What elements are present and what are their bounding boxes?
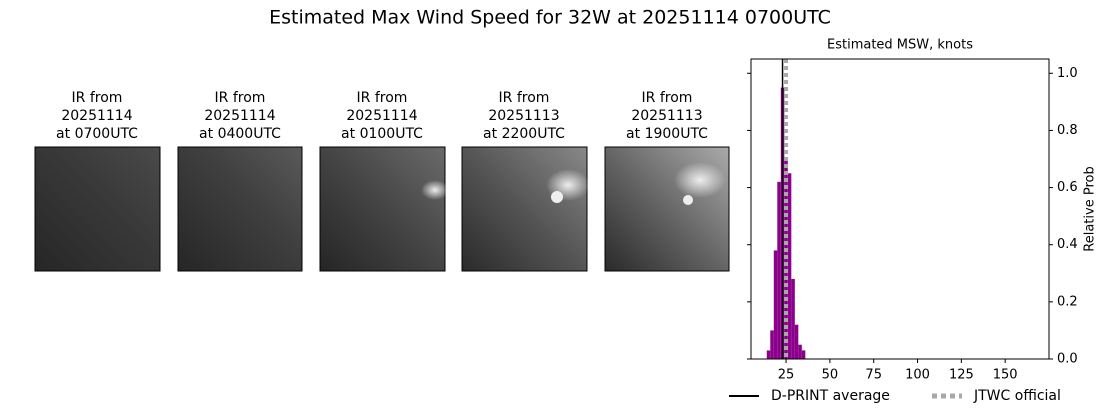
bar bbox=[766, 350, 771, 359]
cloud bbox=[421, 180, 449, 200]
y-tick-label: 1.0 bbox=[1057, 66, 1078, 81]
panel-caption: IR from bbox=[642, 90, 693, 106]
ir-image bbox=[461, 146, 588, 272]
panel-caption: at 0400UTC bbox=[199, 126, 281, 142]
panel-caption: 20251114 bbox=[61, 108, 132, 124]
bar bbox=[801, 350, 806, 359]
ir-image bbox=[177, 146, 303, 272]
panel-caption: 20251113 bbox=[631, 108, 702, 124]
panel-caption: IR from bbox=[499, 90, 550, 106]
panel-caption: 20251114 bbox=[204, 108, 275, 124]
ir-image bbox=[319, 146, 446, 272]
cloud bbox=[674, 162, 726, 198]
y-axis-label: Relative Prob bbox=[1083, 166, 1098, 251]
panel-caption: at 1900UTC bbox=[626, 126, 708, 142]
ir-image bbox=[34, 146, 161, 272]
bar bbox=[773, 250, 778, 359]
bar bbox=[794, 324, 799, 359]
panel-caption: at 2200UTC bbox=[483, 126, 565, 142]
bar bbox=[798, 344, 802, 359]
y-tick-label: 0.4 bbox=[1057, 237, 1078, 252]
cloud bbox=[683, 195, 693, 205]
legend-label: D-PRINT average bbox=[771, 388, 890, 404]
x-tick-label: 50 bbox=[822, 368, 839, 383]
bar bbox=[777, 181, 781, 359]
panel-caption: IR from bbox=[215, 90, 266, 106]
legend-label: JTWC official bbox=[973, 388, 1061, 404]
ir-images bbox=[34, 146, 730, 272]
chart-title: Estimated MSW, knots bbox=[827, 38, 973, 53]
panel-caption: 20251114 bbox=[346, 108, 417, 124]
panel-caption: 20251113 bbox=[488, 108, 559, 124]
y-tick-label: 0.0 bbox=[1057, 352, 1078, 367]
x-tick-label: 150 bbox=[993, 368, 1018, 383]
x-tick-label: 75 bbox=[865, 368, 882, 383]
panel-caption: at 0100UTC bbox=[341, 126, 423, 142]
bar bbox=[791, 279, 795, 359]
y-tick-label: 0.2 bbox=[1057, 294, 1078, 309]
x-tick-label: 25 bbox=[778, 368, 795, 383]
panel-caption: at 0700UTC bbox=[56, 126, 138, 142]
bar bbox=[787, 173, 792, 359]
cloud bbox=[551, 191, 563, 203]
y-tick-label: 0.8 bbox=[1057, 123, 1078, 138]
bar bbox=[770, 330, 774, 359]
x-tick-label: 100 bbox=[905, 368, 930, 383]
panel-caption: IR from bbox=[72, 90, 123, 106]
plot-frame bbox=[750, 58, 1050, 360]
y-tick-label: 0.6 bbox=[1057, 180, 1078, 195]
panel-caption: IR from bbox=[357, 90, 408, 106]
figure-title: Estimated Max Wind Speed for 32W at 2025… bbox=[269, 7, 831, 29]
x-tick-label: 125 bbox=[949, 368, 974, 383]
